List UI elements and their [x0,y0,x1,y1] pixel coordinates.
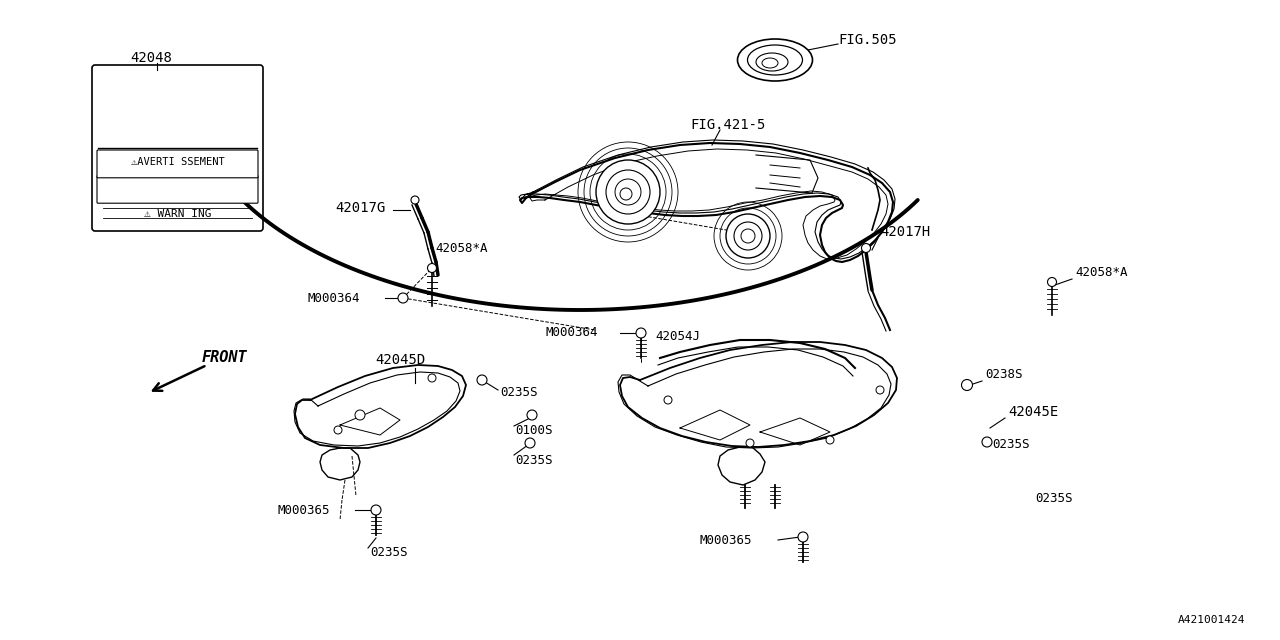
FancyBboxPatch shape [97,150,259,178]
Ellipse shape [748,45,803,75]
Text: M000364: M000364 [545,326,598,339]
Circle shape [614,179,641,205]
Text: 0100S: 0100S [515,424,553,436]
Ellipse shape [756,53,788,71]
Text: 42054J: 42054J [655,330,700,342]
Text: A421001424: A421001424 [1178,615,1245,625]
Circle shape [334,426,342,434]
Circle shape [411,196,419,204]
FancyBboxPatch shape [97,175,259,203]
Circle shape [596,160,660,224]
Circle shape [477,375,486,385]
Circle shape [733,222,762,250]
Circle shape [428,374,436,382]
Text: 42048: 42048 [131,51,172,65]
Text: 0235S: 0235S [515,454,553,467]
Circle shape [861,243,870,253]
Circle shape [636,328,646,338]
Text: 42058*A: 42058*A [1075,266,1128,280]
Circle shape [620,188,632,200]
Circle shape [1047,278,1056,287]
Circle shape [961,380,973,390]
Circle shape [746,439,754,447]
Text: 42017H: 42017H [881,225,931,239]
Ellipse shape [737,39,813,81]
Text: 0235S: 0235S [500,387,538,399]
Circle shape [741,229,755,243]
Text: ⚠ WARN ING: ⚠ WARN ING [143,209,211,219]
Circle shape [797,532,808,542]
Text: FRONT: FRONT [202,349,247,365]
Circle shape [527,410,538,420]
Text: 0235S: 0235S [1036,492,1073,504]
Circle shape [876,386,884,394]
Circle shape [355,410,365,420]
Circle shape [398,293,408,303]
Text: 0235S: 0235S [992,438,1029,451]
Text: 42017G: 42017G [335,201,385,215]
Text: M000365: M000365 [278,504,330,516]
Circle shape [371,505,381,515]
Circle shape [726,214,771,258]
Text: 42045D: 42045D [375,353,425,367]
Circle shape [605,170,650,214]
Text: 0235S: 0235S [370,547,407,559]
FancyBboxPatch shape [92,65,262,231]
Text: ⚠AVERTI SSEMENT: ⚠AVERTI SSEMENT [131,157,224,168]
Text: M000364: M000364 [308,291,361,305]
Text: 42058*A: 42058*A [435,241,488,255]
Circle shape [428,264,436,273]
Text: 0238S: 0238S [986,369,1023,381]
Ellipse shape [762,58,778,68]
Circle shape [826,436,835,444]
Text: FIG.505: FIG.505 [838,33,896,47]
Circle shape [982,437,992,447]
Circle shape [664,396,672,404]
Text: 42045E: 42045E [1009,405,1059,419]
Text: FIG.421-5: FIG.421-5 [690,118,765,132]
Text: M000365: M000365 [700,534,753,547]
Circle shape [525,438,535,448]
